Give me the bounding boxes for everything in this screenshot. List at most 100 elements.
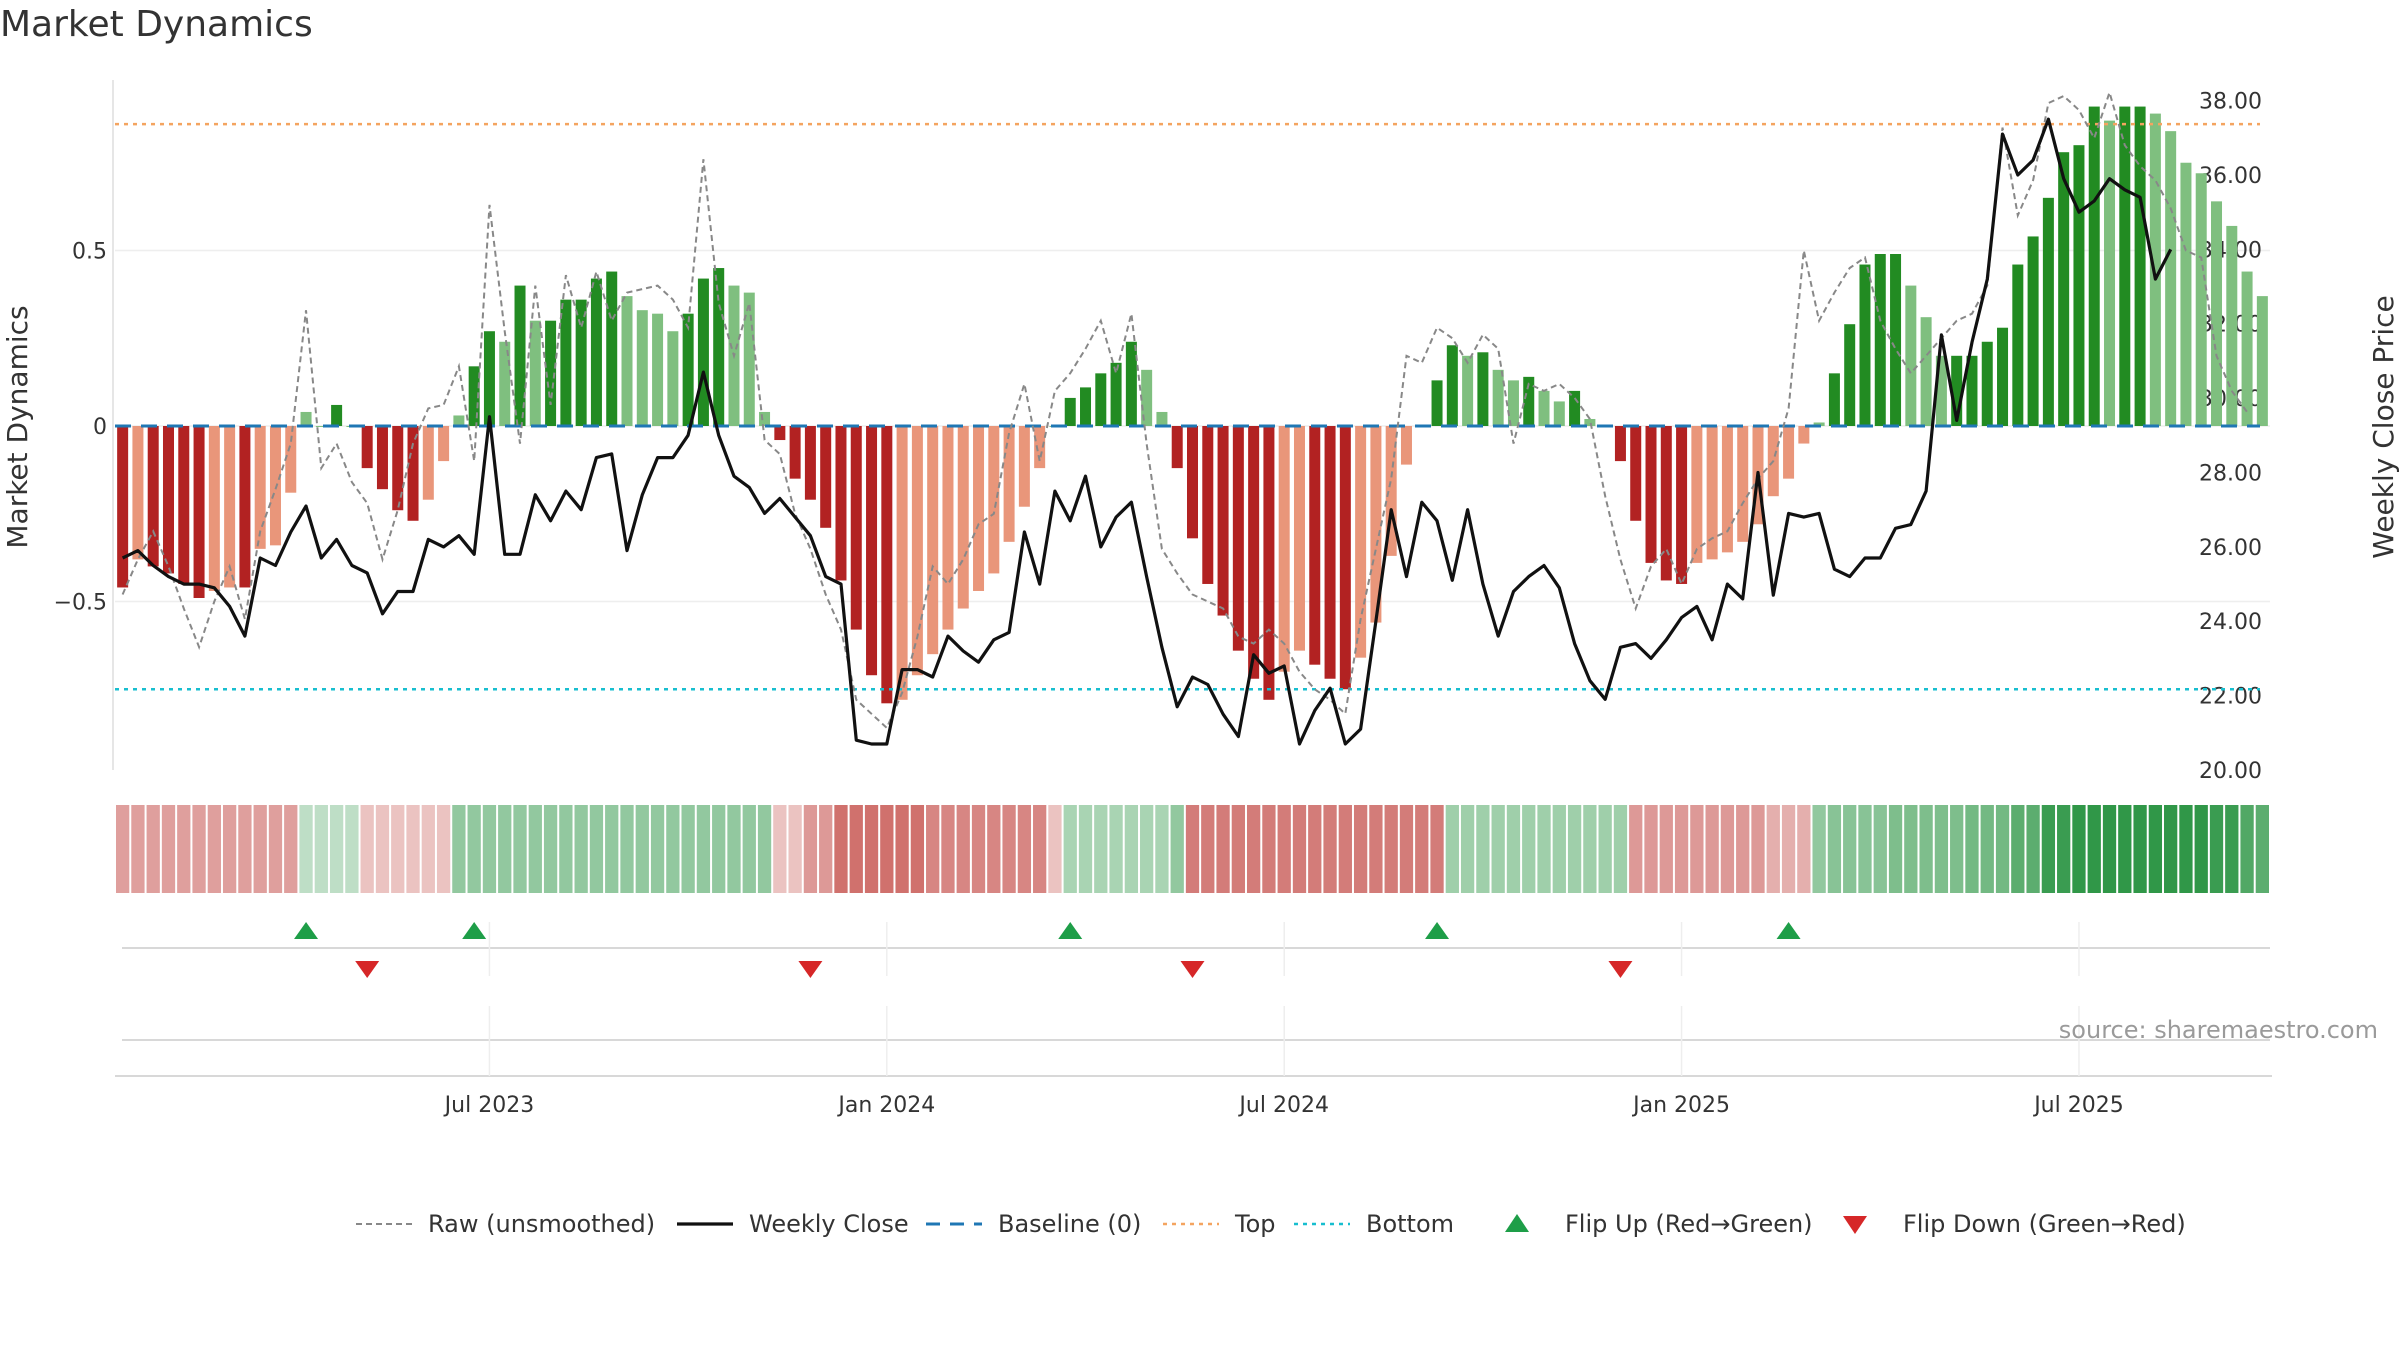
md-bar: [2165, 131, 2177, 426]
band-cell: [543, 805, 558, 893]
md-bar: [820, 426, 832, 528]
band-cell: [2087, 805, 2101, 893]
md-bar: [1691, 426, 1703, 563]
band-cell: [987, 805, 1001, 893]
band-cell: [956, 805, 970, 893]
md-bar: [1355, 426, 1367, 658]
legend-item: Top: [1163, 1210, 1276, 1238]
band-cell: [2179, 805, 2193, 893]
band-cell: [268, 805, 283, 893]
band-cell: [895, 805, 909, 893]
flip-down-marker: [1180, 961, 1205, 978]
band-cell: [1460, 805, 1475, 893]
flip-up-marker: [462, 922, 487, 939]
chart-title: Market Dynamics: [0, 4, 313, 45]
md-bar: [499, 341, 511, 426]
md-bar: [1645, 426, 1657, 563]
md-bar: [1951, 355, 1963, 426]
band-cell: [146, 805, 160, 893]
md-bar: [1156, 411, 1168, 426]
legend-label: Flip Down (Green→Red): [1903, 1210, 2186, 1238]
band-cell: [1736, 805, 1750, 893]
md-bar: [804, 426, 816, 500]
main-panel: 0.50−0.520.0022.0024.0026.0028.0030.0032…: [54, 80, 2270, 784]
md-bar: [1339, 426, 1351, 690]
x-tick-label: Jan 2024: [836, 1093, 935, 1118]
band-cell: [1613, 805, 1628, 893]
md-bar: [1890, 254, 1902, 426]
band-cell: [727, 805, 741, 893]
band-cell: [131, 805, 145, 893]
band-cell: [1017, 805, 1032, 893]
band-cell: [2011, 805, 2025, 893]
legend-item: Raw (unsmoothed): [356, 1210, 655, 1238]
md-bar: [2012, 264, 2024, 426]
legend: Raw (unsmoothed) Weekly Close Baseline (0)…: [356, 1210, 2186, 1238]
band-cell: [391, 805, 405, 893]
band-cell: [406, 805, 420, 893]
md-bar: [117, 426, 129, 588]
band-cell: [1323, 805, 1337, 893]
band-cell: [284, 805, 298, 893]
band-cell: [864, 805, 879, 893]
md-bar: [1462, 355, 1474, 426]
band-cell: [1858, 805, 1872, 893]
right-tick-label: 26.00: [2199, 536, 2262, 561]
legend-label: Baseline (0): [998, 1210, 1141, 1238]
band-cell: [681, 805, 695, 893]
md-bar: [1676, 426, 1688, 584]
band-cell: [1995, 805, 2010, 893]
band-cell: [1246, 805, 1261, 893]
band-cell: [2255, 805, 2269, 893]
flip-up-marker: [294, 922, 319, 939]
md-bar: [545, 320, 557, 426]
band-cell: [803, 805, 818, 893]
md-bar: [1431, 380, 1443, 426]
md-bar: [1997, 327, 2009, 426]
md-bar: [376, 426, 388, 490]
md-bar: [1538, 390, 1550, 426]
md-bar: [866, 426, 878, 676]
md-bar: [2134, 106, 2146, 427]
md-bar: [285, 426, 297, 493]
md-bar: [1263, 426, 1275, 700]
md-bar: [1920, 317, 1932, 426]
md-bar: [453, 415, 465, 426]
band-cell: [696, 805, 711, 893]
band-cell: [1170, 805, 1184, 893]
md-bar: [896, 426, 908, 700]
band-cell: [1888, 805, 1903, 893]
band-cell: [1338, 805, 1352, 893]
md-bar: [132, 426, 144, 560]
band-cell: [1308, 805, 1322, 893]
md-bar: [1553, 401, 1565, 426]
md-bar: [1660, 426, 1672, 581]
band-cell: [1002, 805, 1016, 893]
band-cell: [375, 805, 390, 893]
md-bar: [2042, 197, 2054, 426]
band-cell: [192, 805, 206, 893]
md-bar: [2149, 113, 2161, 427]
band-cell: [2102, 805, 2117, 893]
band-cell: [253, 805, 267, 893]
band-cell: [1033, 805, 1047, 893]
band-cell: [116, 805, 130, 893]
band-cell: [1797, 805, 1811, 893]
band-cell: [345, 805, 359, 893]
md-bar: [1446, 345, 1458, 426]
md-bar: [1248, 426, 1260, 679]
legend-label: Raw (unsmoothed): [428, 1210, 655, 1238]
md-bar: [911, 426, 923, 676]
md-bar: [697, 278, 709, 426]
band-cell: [1384, 805, 1398, 893]
band-cell: [2041, 805, 2056, 893]
md-bar: [1217, 426, 1229, 616]
band-cell: [1950, 805, 1964, 893]
md-bar: [1186, 426, 1199, 539]
band-cell: [635, 805, 649, 893]
md-bar: [2180, 162, 2192, 427]
band-cell: [926, 805, 940, 893]
md-bar: [1614, 426, 1626, 462]
legend-label: Weekly Close: [749, 1210, 909, 1238]
md-bar: [1370, 426, 1382, 623]
